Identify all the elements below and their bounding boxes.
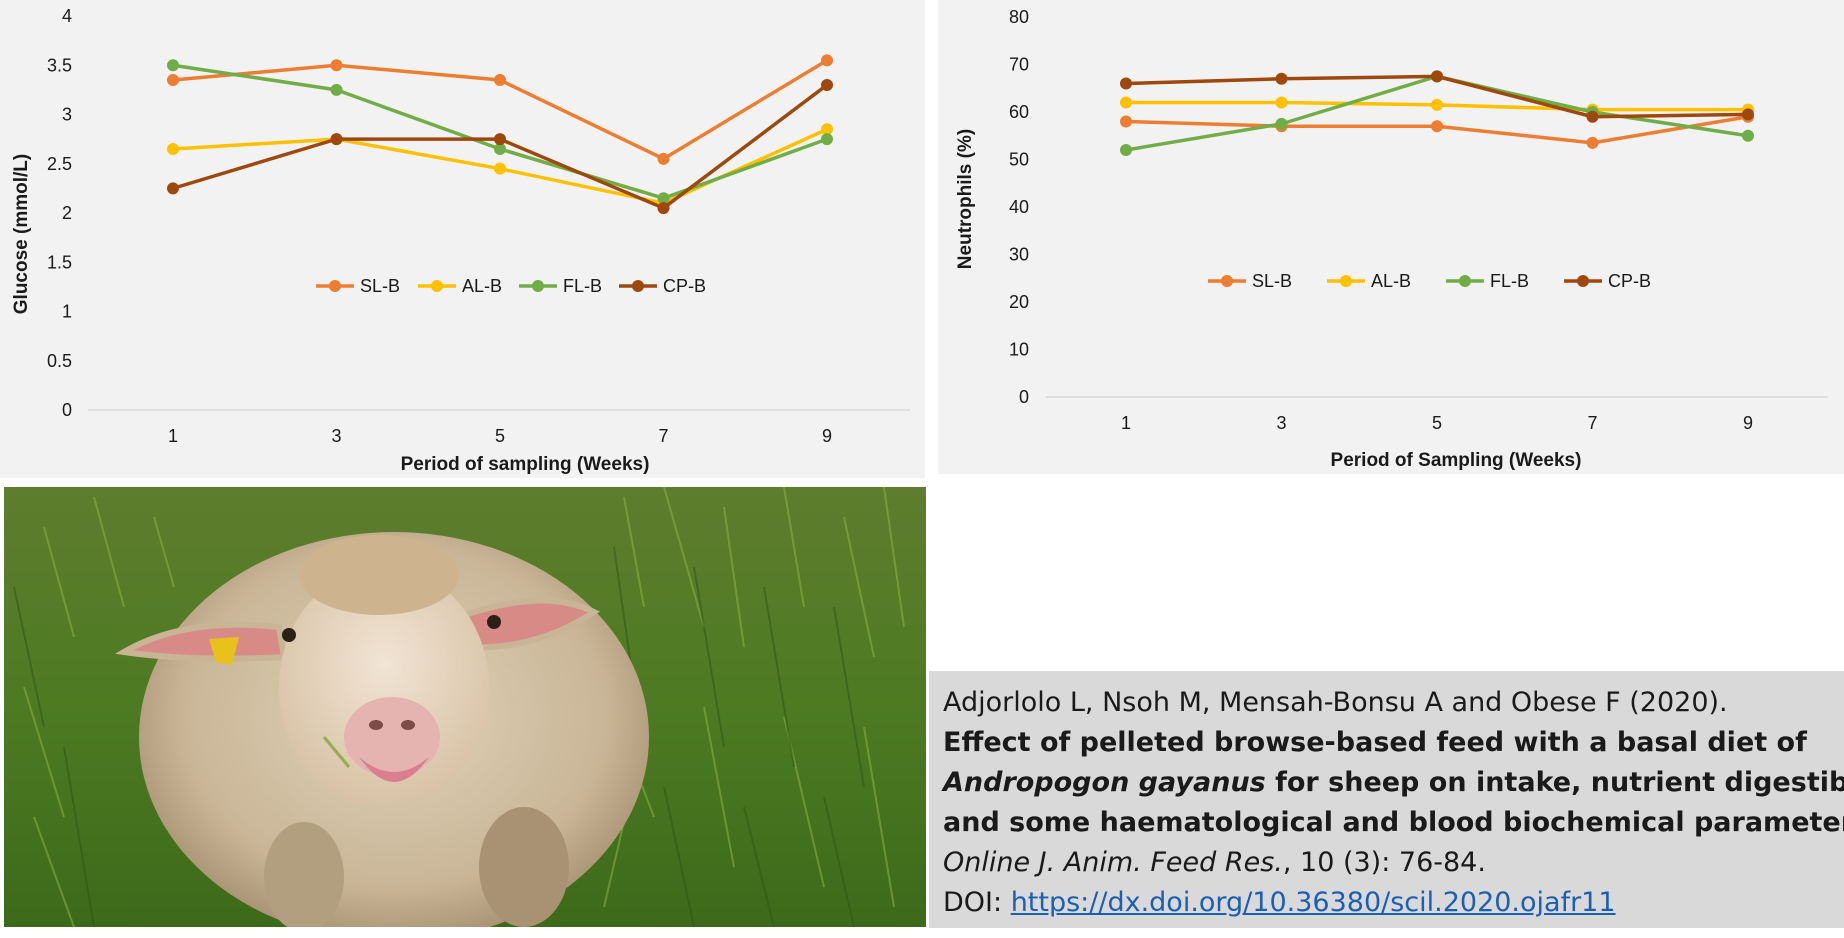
- glucose-xlabel: Period of sampling (Weeks): [401, 454, 650, 475]
- chart2-x-tick-label: 9: [1743, 413, 1753, 433]
- glucose-ylabel: Glucose (mmol/L): [11, 154, 32, 314]
- chart2-point-sl-b: [1120, 115, 1132, 128]
- chart2-point-sl-b: [1431, 120, 1443, 133]
- chart2-y-tick-label: 50: [1009, 150, 1029, 170]
- chart2-x-tick-label: 1: [1121, 413, 1131, 433]
- chart2-point-fl-b: [1275, 117, 1288, 130]
- chart2-legend-marker-cp-b: [1577, 275, 1589, 287]
- neutrophils-chart-panel: Neutrophils (%) Period of Sampling (Week…: [938, 0, 1844, 474]
- chart2-y-tick-label: 0: [1019, 387, 1029, 407]
- chart1-point-fl-b: [167, 59, 179, 72]
- citation-species: Andropogon gayanus: [943, 767, 1266, 798]
- chart2-x-tick-label: 5: [1432, 413, 1442, 433]
- glucose-chart-panel: Glucose (mmol/L) Period of sampling (Wee…: [0, 0, 925, 478]
- chart1-x-tick-label: 7: [658, 426, 668, 446]
- chart1-y-tick-label: 2: [62, 203, 72, 223]
- chart1-y-tick-label: 2.5: [47, 154, 72, 174]
- chart2-y-tick-label: 80: [1009, 7, 1029, 27]
- chart1-legend-label-sl-b: SL-B: [360, 276, 400, 296]
- chart1-legend-label-cp-b: CP-B: [663, 276, 706, 296]
- chart1-x-tick-label: 3: [331, 426, 341, 446]
- chart2-y-tick-label: 60: [1009, 102, 1029, 122]
- chart1-legend-label-fl-b: FL-B: [563, 276, 602, 296]
- citation-journal: Online J. Anim. Feed Res.: [943, 847, 1283, 878]
- chart1-legend-marker-sl-b: [329, 280, 341, 292]
- chart1-point-sl-b: [494, 74, 506, 87]
- chart2-y-tick-label: 70: [1009, 55, 1029, 75]
- chart2-legend-label-sl-b: SL-B: [1252, 271, 1292, 291]
- chart1-legend-marker-fl-b: [532, 280, 544, 292]
- citation-authors: Adjorlolo L, Nsoh M, Mensah-Bonsu A and …: [943, 687, 1728, 718]
- chart2-legend-label-fl-b: FL-B: [1490, 271, 1529, 291]
- citation-doi-link[interactable]: https://dx.doi.org/10.36380/scil.2020.oj…: [1010, 887, 1616, 918]
- chart2-legend-marker-fl-b: [1459, 275, 1471, 287]
- chart1-point-sl-b: [657, 152, 670, 165]
- chart1-y-tick-label: 1.5: [47, 252, 72, 272]
- chart1-point-cp-b: [657, 202, 670, 215]
- chart2-legend-marker-al-b: [1340, 275, 1352, 287]
- chart1-point-fl-b: [494, 142, 506, 155]
- chart2-point-al-b: [1120, 96, 1132, 109]
- chart1-point-fl-b: [821, 133, 833, 146]
- chart1-y-tick-label: 4: [62, 6, 72, 26]
- citation-doi-label: DOI:: [943, 887, 1011, 918]
- chart1-point-al-b: [494, 162, 506, 175]
- chart2-x-tick-label: 7: [1587, 413, 1597, 433]
- chart1-y-tick-label: 0.5: [47, 351, 72, 371]
- chart1-x-tick-label: 5: [495, 426, 505, 446]
- chart2-point-sl-b: [1586, 136, 1599, 149]
- chart1-point-cp-b: [494, 133, 506, 146]
- chart2-y-tick-label: 20: [1009, 292, 1029, 312]
- chart2-x-tick-label: 3: [1276, 413, 1286, 433]
- chart1-point-sl-b: [330, 59, 343, 72]
- sheep-photo: [4, 487, 926, 927]
- chart1-point-cp-b: [167, 182, 179, 195]
- chart1-point-cp-b: [821, 78, 833, 91]
- chart2-series-line-fl-b: [1125, 74, 1749, 152]
- neutrophils-chart: Neutrophils (%) Period of Sampling (Week…: [955, 7, 1828, 471]
- citation-title-line-3: and some haematological and blood bioche…: [943, 807, 1844, 838]
- citation-title-line-1: Effect of pelleted browse-based feed wit…: [943, 727, 1807, 758]
- chart1-y-tick-label: 0: [62, 400, 72, 420]
- chart1-y-tick-label: 1: [62, 302, 72, 322]
- chart1-x-tick-label: 1: [168, 426, 178, 446]
- chart2-point-cp-b: [1275, 72, 1288, 85]
- chart2-y-tick-label: 30: [1009, 245, 1029, 265]
- chart2-y-tick-label: 40: [1009, 197, 1029, 217]
- chart2-point-cp-b: [1586, 110, 1599, 123]
- citation-title-line-2: for sheep on intake, nutrient digestibil…: [1265, 767, 1844, 798]
- chart1-legend-marker-cp-b: [632, 280, 644, 292]
- chart2-y-tick-label: 10: [1009, 340, 1029, 360]
- citation-volume-pages: , 10 (3): 76-84.: [1282, 847, 1486, 878]
- chart2-point-fl-b: [1120, 144, 1132, 156]
- chart2-legend-label-al-b: AL-B: [1371, 271, 1411, 291]
- chart1-point-al-b: [167, 142, 179, 155]
- chart1-x-tick-label: 9: [822, 426, 832, 446]
- glucose-chart: Glucose (mmol/L) Period of sampling (Wee…: [11, 6, 910, 475]
- chart2-point-al-b: [1275, 96, 1288, 109]
- chart2-point-cp-b: [1431, 70, 1443, 83]
- chart1-legend-marker-al-b: [431, 280, 443, 292]
- chart1-point-al-b: [821, 123, 833, 136]
- chart1-legend-label-al-b: AL-B: [462, 276, 502, 296]
- chart1-y-tick-label: 3: [62, 105, 72, 125]
- chart1-y-tick-label: 3.5: [47, 55, 72, 75]
- chart1-point-fl-b: [330, 83, 343, 96]
- chart2-legend-marker-sl-b: [1221, 275, 1233, 287]
- chart2-point-cp-b: [1120, 77, 1132, 90]
- chart2-point-fl-b: [1742, 129, 1754, 142]
- chart1-point-fl-b: [657, 192, 670, 205]
- chart1-point-cp-b: [330, 133, 343, 146]
- chart2-point-al-b: [1431, 98, 1443, 111]
- chart2-point-cp-b: [1742, 108, 1754, 121]
- neutrophils-ylabel: Neutrophils (%): [955, 129, 976, 269]
- citation-box: Adjorlolo L, Nsoh M, Mensah-Bonsu A and …: [929, 671, 1844, 928]
- chart1-point-sl-b: [167, 74, 179, 87]
- neutrophils-xlabel: Period of Sampling (Weeks): [1331, 450, 1582, 471]
- chart2-legend-label-cp-b: CP-B: [1608, 271, 1651, 291]
- chart1-point-sl-b: [821, 54, 833, 67]
